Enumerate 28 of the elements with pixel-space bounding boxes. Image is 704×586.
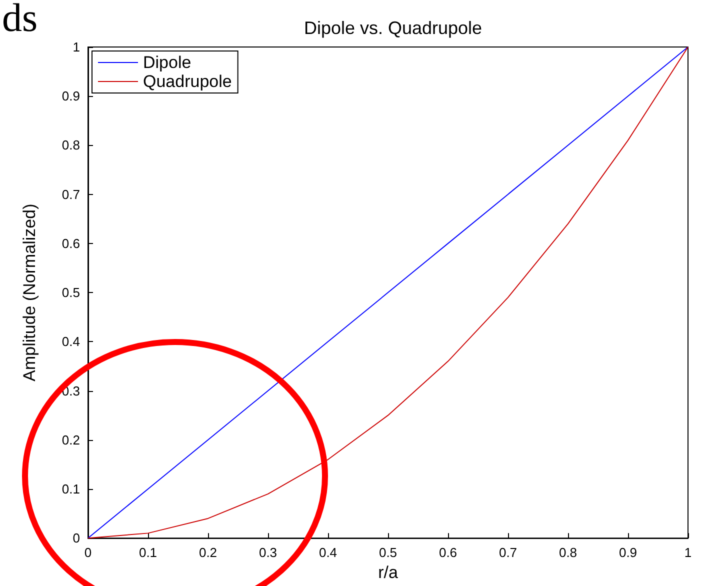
y-axis-title: Amplitude (Normalized) — [20, 204, 39, 382]
y-tick-label: 0.9 — [62, 88, 80, 104]
x-axis-title: r/a — [378, 563, 398, 582]
chart-title: Dipole vs. Quadrupole — [304, 18, 482, 38]
y-tick-label: 0.4 — [62, 334, 80, 350]
x-tick-label: 0.2 — [198, 545, 218, 560]
y-tick-label: 0.1 — [62, 481, 80, 496]
y-tick-label: 0 — [72, 530, 80, 546]
x-tick-label: 0.4 — [318, 545, 338, 560]
x-tick-label: 0.3 — [258, 545, 278, 560]
x-tick-label: 1 — [684, 545, 692, 560]
x-tick-label: 0.6 — [438, 545, 458, 560]
text: ds — [2, 0, 38, 41]
legend-label: Quadrupole — [143, 72, 232, 91]
y-tick-label: 0.5 — [62, 285, 80, 300]
y-tick-label: 1 — [72, 40, 80, 54]
x-tick-label: 0.1 — [138, 545, 158, 560]
y-tick-label: 0.7 — [62, 186, 80, 202]
y-tick-label: 0.8 — [62, 138, 80, 153]
x-tick-label: 0.8 — [558, 545, 578, 560]
legend-label: Dipole — [143, 53, 192, 72]
line-series — [88, 46, 688, 539]
y-tick-label: 0.2 — [62, 432, 80, 448]
x-tick-label: 0.7 — [498, 545, 518, 560]
x-tick-label: 0.9 — [618, 545, 638, 560]
x-tick-label: 0.5 — [378, 545, 398, 560]
y-tick-label: 0.6 — [62, 236, 80, 251]
x-tick-label: 0 — [84, 545, 92, 560]
